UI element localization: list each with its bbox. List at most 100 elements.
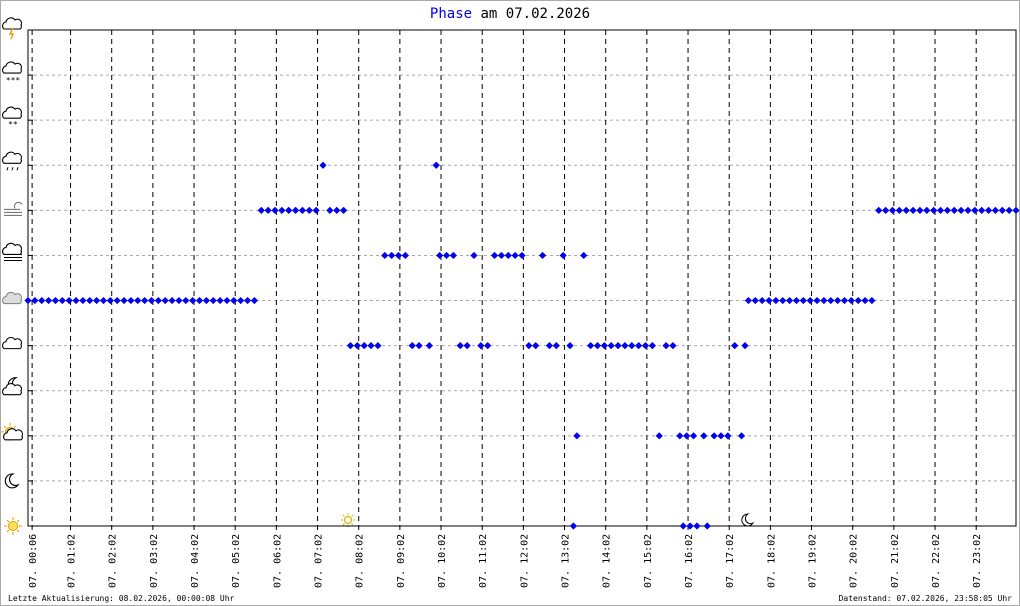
point [978, 206, 986, 214]
level-icon [2, 17, 22, 40]
point [566, 342, 574, 350]
point [147, 296, 156, 305]
x-tick-label: 07. 21:02 [890, 534, 901, 588]
point [51, 296, 60, 305]
x-tick-label: 07. 16:02 [684, 534, 695, 588]
x-tick-label: 07. 18:02 [766, 534, 777, 588]
point [559, 251, 567, 260]
point [408, 342, 416, 350]
x-tick-label: 07. 09:02 [396, 534, 407, 588]
point [1005, 206, 1013, 214]
x-tick-label: 07. 00:06 [28, 534, 39, 588]
point [470, 251, 478, 260]
footer-right: Datenstand: 07.02.2026, 23:58:05 Uhr [839, 594, 1013, 603]
point [538, 251, 547, 260]
point [44, 296, 53, 305]
point [820, 296, 828, 305]
x-tick-label: 07. 07:02 [314, 534, 325, 588]
point [641, 342, 650, 350]
x-tick-label: 07. 19:02 [808, 534, 819, 588]
point [463, 342, 471, 350]
point [693, 522, 701, 530]
point [580, 251, 588, 260]
point [683, 432, 691, 440]
x-tick-label: 07. 14:02 [602, 534, 613, 588]
x-tick-label: 07. 06:02 [272, 534, 283, 588]
point [545, 342, 554, 350]
point [772, 296, 780, 305]
level-icons: ***** [1, 17, 23, 535]
point [484, 342, 492, 350]
point [700, 432, 708, 440]
point [175, 296, 183, 305]
point [394, 251, 403, 260]
point [442, 251, 451, 260]
point [991, 206, 1000, 214]
point [573, 432, 581, 440]
level-icon [2, 336, 22, 350]
point [875, 206, 883, 214]
point [525, 342, 533, 350]
point [998, 206, 1006, 214]
point [943, 206, 951, 214]
point [936, 206, 945, 214]
point [504, 251, 512, 260]
point [65, 296, 73, 305]
point [532, 342, 540, 350]
point [312, 206, 320, 214]
point [587, 342, 595, 350]
level-icon [2, 377, 23, 396]
point [333, 206, 341, 214]
x-tick-label: 07. 22:02 [931, 534, 942, 588]
point [477, 342, 485, 350]
point [600, 342, 608, 350]
point [456, 342, 464, 350]
point [216, 296, 224, 305]
x-tick-label: 07. 12:02 [519, 534, 530, 588]
point [401, 251, 409, 260]
point [285, 206, 293, 214]
point [93, 296, 101, 305]
point [648, 342, 656, 350]
point [593, 342, 602, 350]
point [806, 296, 814, 305]
point [388, 251, 396, 260]
x-tick-label: 07. 11:02 [478, 534, 489, 588]
point [154, 296, 162, 305]
point [827, 296, 835, 305]
point [436, 251, 444, 260]
x-tick-label: 07. 03:02 [149, 534, 160, 588]
point [751, 296, 759, 305]
point [264, 206, 272, 214]
point [655, 432, 663, 440]
point [298, 206, 307, 214]
point [353, 342, 361, 350]
point [490, 251, 499, 260]
point [676, 432, 684, 440]
point [271, 206, 279, 214]
point [127, 296, 135, 305]
level-icon [2, 242, 22, 261]
point [374, 342, 382, 350]
point [628, 342, 636, 350]
level-icon [1, 422, 23, 441]
point [305, 206, 313, 214]
footer-left: Letzte Aktualisierung: 08.02.2026, 00:00… [8, 594, 235, 603]
point [765, 296, 773, 305]
point [895, 206, 903, 214]
point [785, 296, 794, 305]
point [360, 342, 368, 350]
level-icon: *** [2, 61, 22, 85]
point [813, 296, 821, 305]
point [511, 251, 519, 260]
point [230, 296, 238, 305]
x-tick-label: 07. 01:02 [67, 534, 78, 588]
point [518, 251, 526, 260]
svg-text:***: *** [6, 76, 21, 85]
sunset-icon [741, 513, 755, 527]
point [916, 206, 924, 214]
point [909, 206, 917, 214]
x-tick-label: 07. 15:02 [643, 534, 654, 588]
point [902, 206, 910, 214]
x-tick-label: 07. 23:02 [972, 534, 983, 588]
